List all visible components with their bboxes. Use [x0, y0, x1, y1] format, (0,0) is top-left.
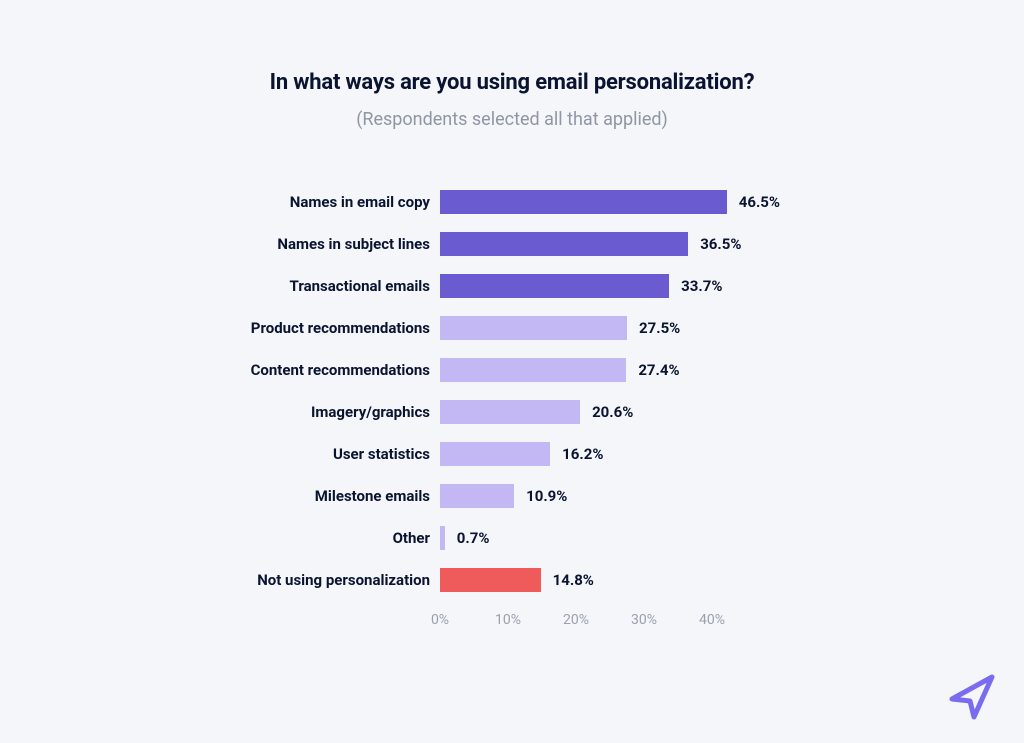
axis-tick: 40% [699, 612, 725, 628]
bar-label: User statistics [333, 445, 430, 463]
bar-value: 27.5% [639, 319, 680, 337]
bar-value: 16.2% [562, 445, 603, 463]
bar [440, 400, 580, 424]
bar-label: Names in email copy [290, 193, 430, 211]
bar-row: Product recommendations27.5% [440, 316, 780, 340]
bar-label: Transactional emails [290, 277, 430, 295]
axis-tick: 0% [431, 612, 449, 628]
chart-plot-area: 0%10%20%30%40% Names in email copy46.5%N… [440, 190, 780, 610]
bar-row: Names in subject lines36.5% [440, 232, 780, 256]
bar-label: Product recommendations [251, 319, 430, 337]
bar [440, 568, 541, 592]
brand-logo-icon [948, 673, 996, 721]
bar [440, 232, 688, 256]
bar-value: 14.8% [553, 571, 594, 589]
bar-value: 46.5% [739, 193, 780, 211]
bar [440, 442, 550, 466]
bar-label: Names in subject lines [277, 235, 430, 253]
bar [440, 358, 626, 382]
bar-row: Milestone emails10.9% [440, 484, 780, 508]
bar [440, 274, 669, 298]
bar [440, 526, 445, 550]
bar-label: Content recommendations [251, 361, 430, 379]
bar-row: User statistics16.2% [440, 442, 780, 466]
bar-value: 33.7% [681, 277, 722, 295]
bar-row: Transactional emails33.7% [440, 274, 780, 298]
bar [440, 484, 514, 508]
bar-label: Other [393, 529, 430, 547]
bar-value: 10.9% [526, 487, 567, 505]
chart-title: In what ways are you using email persona… [0, 70, 1024, 95]
chart-canvas: In what ways are you using email persona… [0, 0, 1024, 743]
bar-row: Content recommendations27.4% [440, 358, 780, 382]
bar-value: 36.5% [700, 235, 741, 253]
bar [440, 316, 627, 340]
bar-row: Imagery/graphics20.6% [440, 400, 780, 424]
bar-row: Not using personalization14.8% [440, 568, 780, 592]
bar-value: 20.6% [592, 403, 633, 421]
bar-label: Milestone emails [315, 487, 430, 505]
chart-subtitle: (Respondents selected all that applied) [0, 109, 1024, 130]
bar-label: Not using personalization [257, 571, 430, 589]
axis-tick: 10% [495, 612, 521, 628]
axis-tick: 30% [631, 612, 657, 628]
bar-value: 0.7% [457, 529, 490, 547]
bar-row: Other0.7% [440, 526, 780, 550]
bar-value: 27.4% [638, 361, 679, 379]
bar [440, 190, 727, 214]
bar-row: Names in email copy46.5% [440, 190, 780, 214]
axis-tick: 20% [563, 612, 589, 628]
bar-label: Imagery/graphics [311, 403, 430, 421]
